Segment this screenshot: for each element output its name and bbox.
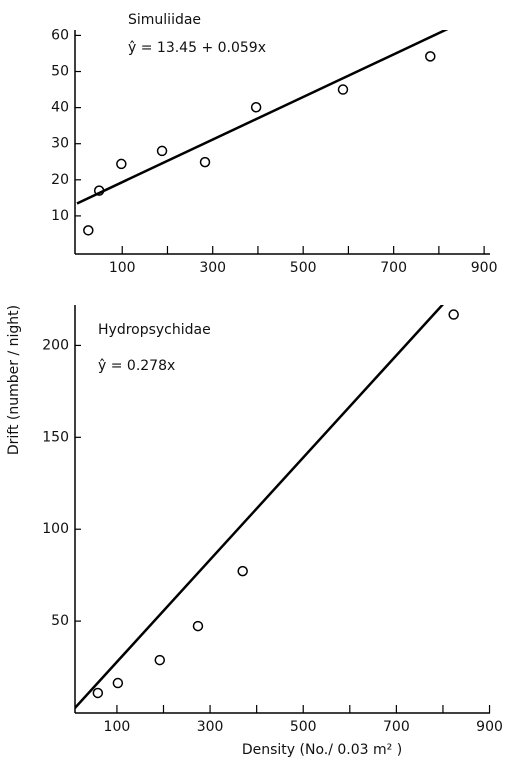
x-tick-label: 300 <box>197 719 224 735</box>
x-tick-label: 100 <box>104 719 131 735</box>
data-point <box>92 687 104 699</box>
data-point <box>116 158 127 170</box>
equation: ŷ = 0.278x <box>98 358 175 374</box>
data-point <box>192 620 204 632</box>
x-tick-label: 900 <box>471 260 498 276</box>
regression-line <box>76 30 449 205</box>
chart-title: Simuliidae <box>128 12 201 28</box>
x-tick-label: 700 <box>383 719 410 735</box>
data-point <box>337 84 349 95</box>
data-point <box>448 309 459 320</box>
y-tick-label: 100 <box>42 521 69 537</box>
data-point <box>237 565 248 577</box>
x-tick-label: 300 <box>199 260 226 276</box>
x-tick-label: 500 <box>290 719 317 735</box>
data-point <box>250 101 262 113</box>
regression-line <box>75 305 444 710</box>
data-point <box>154 654 166 666</box>
data-point <box>83 225 94 236</box>
x-tick-label: 500 <box>290 260 317 276</box>
y-tick-label: 10 <box>51 208 69 224</box>
y-tick-label: 60 <box>51 27 69 43</box>
y-tick-label: 150 <box>42 429 69 445</box>
y-tick-label: 40 <box>51 100 69 116</box>
y-tick-label: 50 <box>51 64 69 80</box>
data-point <box>112 677 124 689</box>
x-tick-label: 100 <box>109 260 136 276</box>
y-tick-label: 20 <box>51 172 69 188</box>
x-axis-label: Density (No./ 0.03 m² ) <box>242 742 402 758</box>
x-tick-label: 900 <box>476 719 503 735</box>
y-tick-label: 50 <box>51 613 69 629</box>
data-point <box>156 145 168 157</box>
data-point <box>425 51 436 62</box>
data-point <box>199 156 211 168</box>
y-tick-label: 30 <box>51 136 69 152</box>
equation: ŷ = 13.45 + 0.059x <box>128 40 266 56</box>
y-axis-label: Drift (number / night) <box>6 305 22 455</box>
x-tick-label: 700 <box>380 260 407 276</box>
chart-title: Hydropsychidae <box>98 322 211 338</box>
y-tick-label: 200 <box>42 337 69 353</box>
